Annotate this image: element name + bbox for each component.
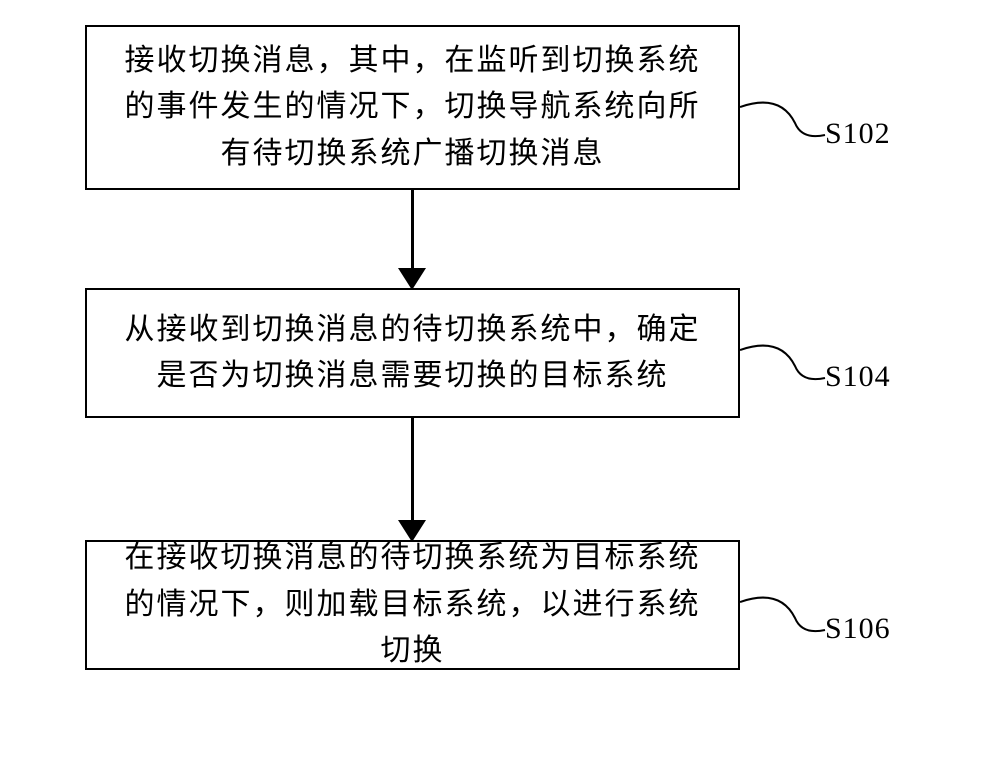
arrow-head bbox=[398, 268, 426, 290]
arrow-line bbox=[411, 190, 414, 274]
flowchart-step-box: 在接收切换消息的待切换系统为目标系统的情况下，则加载目标系统，以进行系统切换 bbox=[85, 540, 740, 670]
flowchart-container: 接收切换消息，其中，在监听到切换系统的事件发生的情况下，切换导航系统向所有待切换… bbox=[0, 0, 1000, 783]
arrow-line bbox=[411, 418, 414, 526]
flowchart-step-box: 从接收到切换消息的待切换系统中，确定是否为切换消息需要切换的目标系统 bbox=[85, 288, 740, 418]
step-label: S106 bbox=[825, 612, 891, 646]
step-text: 从接收到切换消息的待切换系统中，确定是否为切换消息需要切换的目标系统 bbox=[115, 307, 710, 400]
label-connector bbox=[740, 590, 830, 650]
step-label: S102 bbox=[825, 117, 891, 151]
flowchart-step-box: 接收切换消息，其中，在监听到切换系统的事件发生的情况下，切换导航系统向所有待切换… bbox=[85, 25, 740, 190]
step-label: S104 bbox=[825, 360, 891, 394]
label-connector bbox=[740, 95, 830, 155]
step-text: 在接收切换消息的待切换系统为目标系统的情况下，则加载目标系统，以进行系统切换 bbox=[115, 535, 710, 675]
step-text: 接收切换消息，其中，在监听到切换系统的事件发生的情况下，切换导航系统向所有待切换… bbox=[115, 38, 710, 178]
label-connector bbox=[740, 338, 830, 398]
